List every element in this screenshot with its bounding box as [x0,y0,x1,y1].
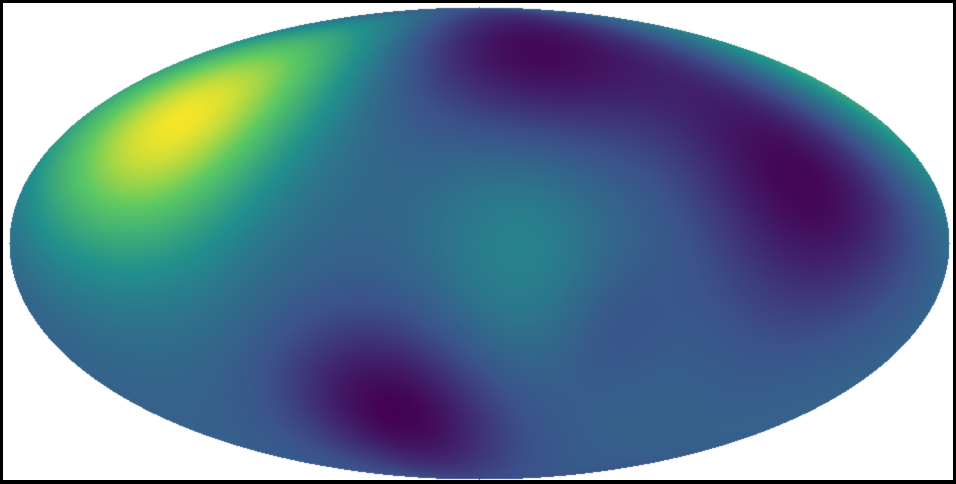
mollweide-heatmap [3,3,953,480]
plot-area [3,3,953,480]
